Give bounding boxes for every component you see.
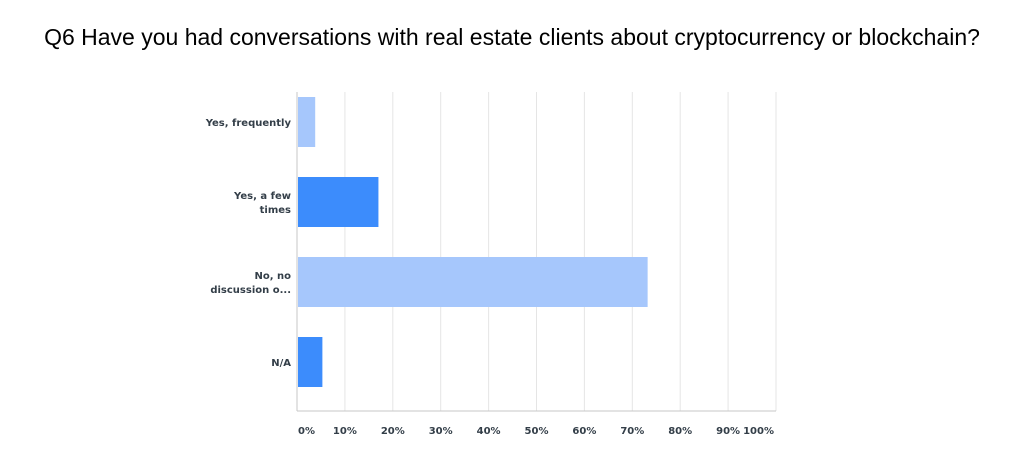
x-tick-label-7: 70% [620, 426, 644, 437]
x-tick-label-5: 50% [525, 426, 549, 437]
category-label-2-2: times [260, 205, 291, 216]
category-label-3-2: discussion o... [210, 285, 291, 296]
x-tick-label-9: 90% [716, 426, 740, 437]
x-tick-label-4: 40% [477, 426, 501, 437]
x-tick-label-8: 80% [668, 426, 692, 437]
bar-4 [298, 337, 323, 387]
x-tick-label-10: 100% [743, 426, 774, 437]
x-tick-label-2: 20% [381, 426, 405, 437]
chart-title: Q6 Have you had conversations with real … [44, 24, 980, 50]
category-label-2-1: Yes, a few [233, 191, 291, 202]
bar-3 [298, 257, 648, 307]
category-label-1-1: Yes, frequently [205, 118, 292, 129]
x-tick-label-1: 10% [333, 426, 357, 437]
bar-1 [298, 97, 316, 147]
category-label-3-1: No, no [254, 271, 291, 282]
bar-2 [298, 177, 379, 227]
x-tick-label-6: 60% [572, 426, 596, 437]
category-label-4-1: N/A [271, 358, 291, 369]
x-tick-label-0: 0% [298, 426, 315, 437]
x-tick-label-3: 30% [429, 426, 453, 437]
